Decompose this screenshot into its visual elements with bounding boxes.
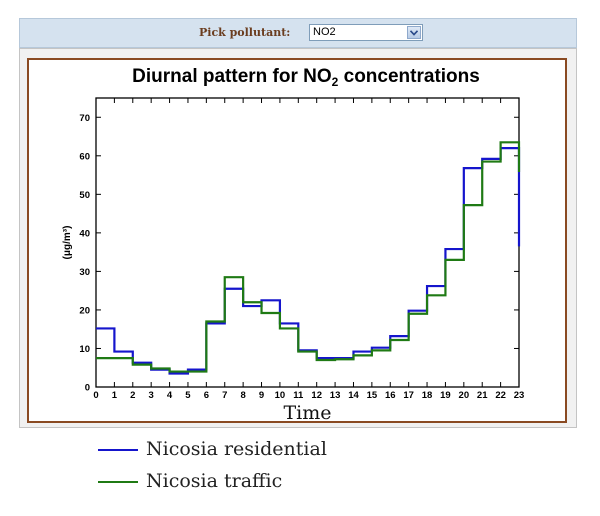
diurnal-chart: Diurnal pattern for NO2 concentrations 0 1… (62, 66, 525, 424)
pollutant-select-value: NO2 (313, 26, 336, 38)
pick-pollutant-label: Pick pollutant: (199, 26, 291, 39)
x-tick-label: 3 (149, 390, 154, 401)
x-tick-label: 12 (311, 390, 322, 401)
x-tick-label: 15 (367, 390, 378, 401)
x-tick-label: 17 (403, 390, 414, 401)
y-tick-label: 70 (79, 113, 90, 124)
x-tick-label: 19 (440, 390, 451, 401)
legend-label-traffic: Nicosia traffic (146, 470, 283, 492)
legend-item-residential: Nicosia residential (98, 438, 398, 464)
plot-area (95, 97, 520, 388)
x-tick-label: 11 (293, 390, 304, 401)
x-tick-label: 20 (459, 390, 470, 401)
y-axis-label: (μg/m³) (62, 226, 73, 260)
legend-item-traffic: Nicosia traffic (98, 470, 398, 496)
x-tick-label: 14 (348, 390, 359, 401)
x-tick-label: 6 (204, 390, 209, 401)
pollutant-select[interactable]: NO2 (309, 24, 423, 41)
legend-swatch-traffic (98, 481, 138, 483)
legend-label-residential: Nicosia residential (146, 438, 327, 460)
y-tick-label: 40 (79, 228, 90, 239)
series-line-traffic (96, 141, 521, 373)
x-tick-label: 18 (422, 390, 433, 401)
x-tick-label: 8 (240, 390, 245, 401)
y-tick-label: 60 (79, 151, 90, 162)
x-tick-label: 16 (385, 390, 396, 401)
x-axis-label: Time (283, 402, 331, 424)
x-tick-label: 21 (477, 390, 488, 401)
chart-title: Diurnal pattern for NO2 concentrations (132, 66, 480, 89)
x-tick-label: 10 (275, 390, 286, 401)
x-tick-label: 9 (259, 390, 264, 401)
pollutant-toolbar: Pick pollutant: NO2 (19, 18, 577, 48)
x-tick-label: 23 (514, 390, 525, 401)
y-tick-label: 30 (79, 267, 90, 278)
chevron-down-icon[interactable] (407, 26, 421, 39)
legend-swatch-residential (98, 449, 138, 451)
x-tick-label: 1 (112, 390, 118, 401)
x-tick-label: 0 (93, 390, 98, 401)
x-tick-label: 5 (185, 390, 191, 401)
x-tick-label: 13 (330, 390, 341, 401)
y-tick-label: 0 (85, 383, 90, 394)
x-tick-label: 22 (495, 390, 506, 401)
x-tick-label: 2 (130, 390, 135, 401)
y-tick-label: 20 (79, 305, 90, 316)
y-tick-label: 50 (79, 190, 90, 201)
x-tick-label: 7 (222, 390, 227, 401)
y-tick-label: 10 (79, 344, 90, 355)
x-tick-label: 4 (167, 390, 173, 401)
